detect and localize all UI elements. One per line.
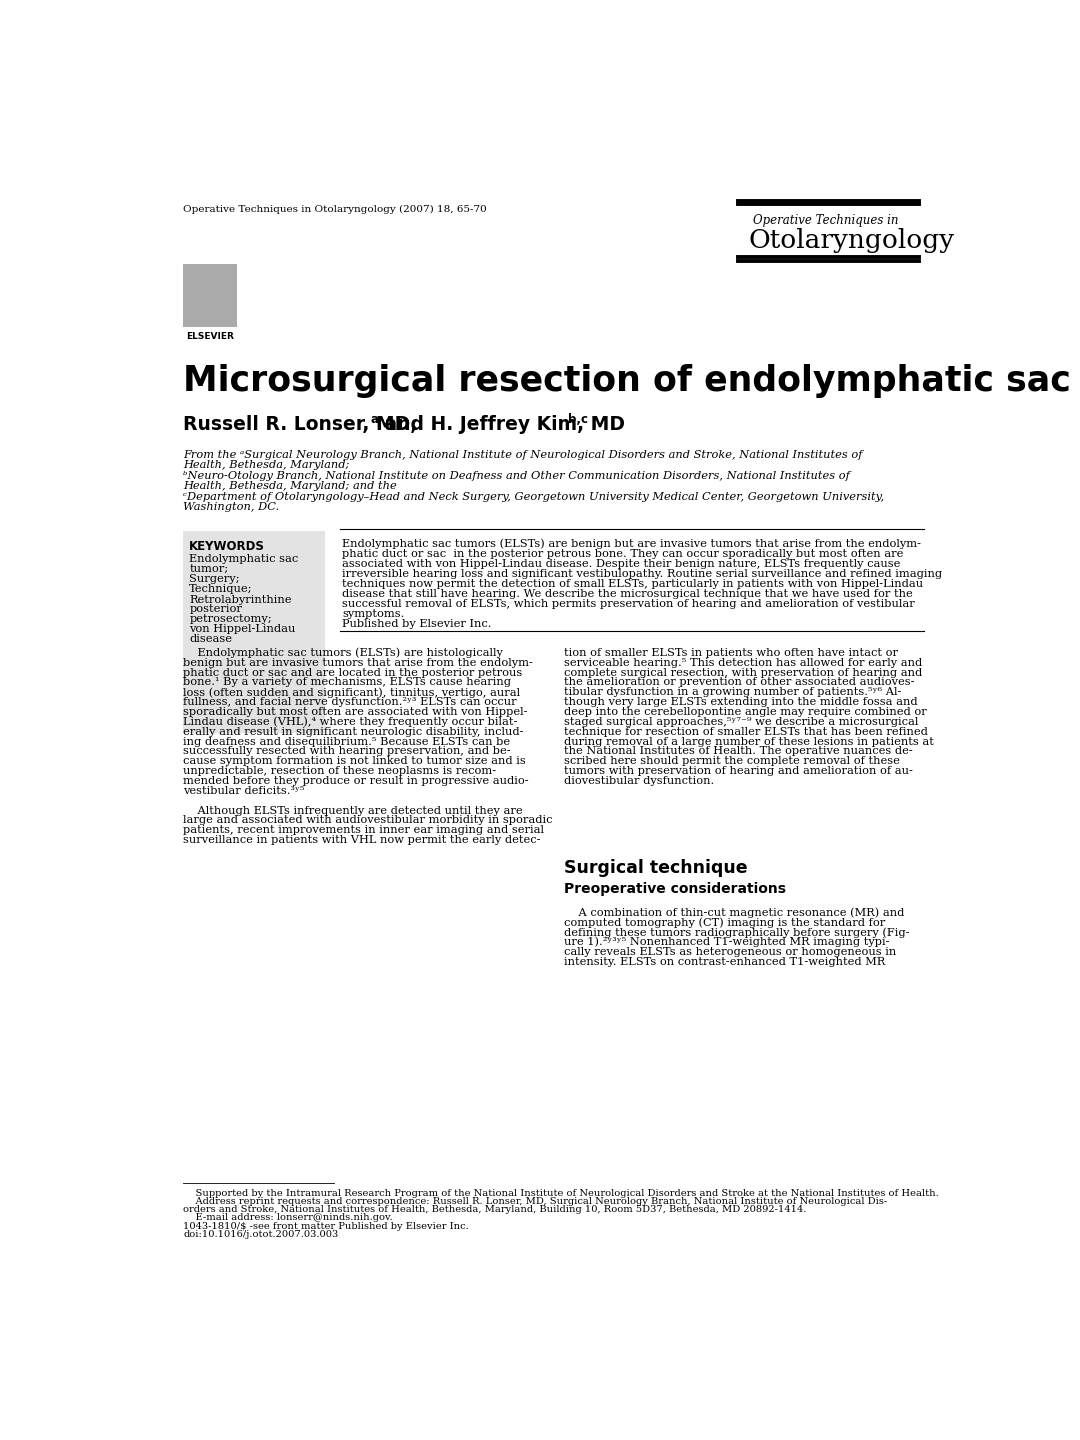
Text: doi:10.1016/j.otot.2007.03.003: doi:10.1016/j.otot.2007.03.003 (183, 1230, 338, 1238)
Text: associated with von Hippel-Lindau disease. Despite their benign nature, ELSTs fr: associated with von Hippel-Lindau diseas… (342, 559, 901, 569)
Text: tumors with preservation of hearing and amelioration of au-: tumors with preservation of hearing and … (565, 766, 914, 776)
Text: orders and Stroke, National Institutes of Health, Bethesda, Maryland, Building 1: orders and Stroke, National Institutes o… (183, 1205, 807, 1214)
Text: phatic duct or sac and are located in the posterior petrous: phatic duct or sac and are located in th… (183, 668, 523, 678)
Text: complete surgical resection, with preservation of hearing and: complete surgical resection, with preser… (565, 668, 922, 678)
Text: disease that still have hearing. We describe the microsurgical technique that we: disease that still have hearing. We desc… (342, 589, 913, 599)
Text: patients, recent improvements in inner ear imaging and serial: patients, recent improvements in inner e… (183, 825, 544, 835)
Text: Health, Bethesda, Maryland;: Health, Bethesda, Maryland; (183, 461, 350, 471)
Text: A combination of thin-cut magnetic resonance (MR) and: A combination of thin-cut magnetic reson… (565, 907, 905, 917)
Text: unpredictable, resection of these neoplasms is recom-: unpredictable, resection of these neopla… (183, 766, 496, 776)
Text: petrosectomy;: petrosectomy; (189, 613, 272, 624)
Text: irreversible hearing loss and significant vestibulopathy. Routine serial surveil: irreversible hearing loss and significan… (342, 569, 942, 579)
Text: technique for resection of smaller ELSTs that has been refined: technique for resection of smaller ELSTs… (565, 727, 928, 737)
Text: diovestibular dysfunction.: diovestibular dysfunction. (565, 776, 715, 786)
Text: Technique;: Technique; (189, 585, 253, 595)
Text: ure 1).²ʸ³ʸ⁵ Nonenhanced T1-weighted MR imaging typi-: ure 1).²ʸ³ʸ⁵ Nonenhanced T1-weighted MR … (565, 937, 890, 948)
Text: tion of smaller ELSTs in patients who often have intact or: tion of smaller ELSTs in patients who of… (565, 648, 899, 658)
Text: disease: disease (189, 634, 232, 644)
Text: benign but are invasive tumors that arise from the endolym-: benign but are invasive tumors that aris… (183, 658, 532, 668)
Text: ᶜDepartment of Otolaryngology–Head and Neck Surgery, Georgetown University Medic: ᶜDepartment of Otolaryngology–Head and N… (183, 491, 885, 501)
Text: fullness, and facial nerve dysfunction.²ʸ³ ELSTs can occur: fullness, and facial nerve dysfunction.²… (183, 697, 516, 707)
Text: cally reveals ELSTs as heterogeneous or homogeneous in: cally reveals ELSTs as heterogeneous or … (565, 946, 896, 956)
Text: large and associated with audiovestibular morbidity in sporadic: large and associated with audiovestibula… (183, 815, 553, 825)
Text: E-mail address: lonserr@ninds.nih.gov.: E-mail address: lonserr@ninds.nih.gov. (183, 1214, 393, 1223)
Text: successful removal of ELSTs, which permits preservation of hearing and ameliorat: successful removal of ELSTs, which permi… (342, 599, 915, 609)
Text: phatic duct or sac  in the posterior petrous bone. They can occur sporadically b: phatic duct or sac in the posterior petr… (342, 549, 903, 559)
Text: staged surgical approaches,⁵ʸ⁷⁻⁹ we describe a microsurgical: staged surgical approaches,⁵ʸ⁷⁻⁹ we desc… (565, 717, 919, 727)
FancyBboxPatch shape (183, 531, 325, 733)
Text: during removal of a large number of these lesions in patients at: during removal of a large number of thes… (565, 737, 934, 746)
Text: tumor;: tumor; (189, 563, 228, 573)
Text: von Hippel-Lindau: von Hippel-Lindau (189, 625, 296, 635)
Text: the amelioration or prevention of other associated audioves-: the amelioration or prevention of other … (565, 677, 915, 687)
Text: surveillance in patients with VHL now permit the early detec-: surveillance in patients with VHL now pe… (183, 835, 541, 845)
Text: Microsurgical resection of endolymphatic sac tumors: Microsurgical resection of endolymphatic… (183, 364, 1080, 397)
Text: mended before they produce or result in progressive audio-: mended before they produce or result in … (183, 776, 529, 786)
Text: Preoperative considerations: Preoperative considerations (565, 881, 786, 896)
Text: symptoms.: symptoms. (342, 609, 404, 619)
Text: Endolymphatic sac tumors (ELSTs) are benign but are invasive tumors that arise f: Endolymphatic sac tumors (ELSTs) are ben… (342, 539, 921, 549)
Text: b,c: b,c (568, 413, 589, 426)
Text: erally and result in significant neurologic disability, includ-: erally and result in significant neurolo… (183, 727, 524, 737)
Text: posterior: posterior (189, 605, 242, 615)
Text: cause symptom formation is not linked to tumor size and is: cause symptom formation is not linked to… (183, 756, 526, 766)
Text: Endolymphatic sac tumors (ELSTs) are histologically: Endolymphatic sac tumors (ELSTs) are his… (183, 648, 503, 658)
Text: sporadically but most often are associated with von Hippel-: sporadically but most often are associat… (183, 707, 527, 717)
Text: though very large ELSTs extending into the middle fossa and: though very large ELSTs extending into t… (565, 697, 918, 707)
Text: intensity. ELSTs on contrast-enhanced T1-weighted MR: intensity. ELSTs on contrast-enhanced T1… (565, 956, 886, 966)
Text: successfully resected with hearing preservation, and be-: successfully resected with hearing prese… (183, 746, 511, 756)
Text: Endolymphatic sac: Endolymphatic sac (189, 554, 298, 564)
Text: ing deafness and disequilibrium.⁵ Because ELSTs can be: ing deafness and disequilibrium.⁵ Becaus… (183, 737, 510, 746)
Text: KEYWORDS: KEYWORDS (189, 540, 265, 553)
Text: Lindau disease (VHL),⁴ where they frequently occur bilat-: Lindau disease (VHL),⁴ where they freque… (183, 717, 517, 727)
Text: defining these tumors radiographically before surgery (Fig-: defining these tumors radiographically b… (565, 927, 909, 937)
Text: Otolaryngology: Otolaryngology (748, 228, 955, 253)
Text: the National Institutes of Health. The operative nuances de-: the National Institutes of Health. The o… (565, 746, 913, 756)
Text: 1043-1810/$ -see front matter Published by Elsevier Inc.: 1043-1810/$ -see front matter Published … (183, 1221, 469, 1231)
Text: loss (often sudden and significant), tinnitus, vertigo, aural: loss (often sudden and significant), tin… (183, 687, 521, 698)
Text: and H. Jeffrey Kim, MD: and H. Jeffrey Kim, MD (378, 415, 624, 435)
Text: Health, Bethesda, Maryland; and the: Health, Bethesda, Maryland; and the (183, 481, 396, 491)
Text: vestibular deficits.³ʸ⁵: vestibular deficits.³ʸ⁵ (183, 786, 305, 796)
Text: From the ᵃSurgical Neurology Branch, National Institute of Neurological Disorder: From the ᵃSurgical Neurology Branch, Nat… (183, 449, 863, 459)
Text: Retrolabyrinthine: Retrolabyrinthine (189, 595, 292, 605)
Text: bone.¹ By a variety of mechanisms, ELSTs cause hearing: bone.¹ By a variety of mechanisms, ELSTs… (183, 677, 511, 687)
Text: serviceable hearing.⁵ This detection has allowed for early and: serviceable hearing.⁵ This detection has… (565, 658, 922, 668)
Text: Operative Techniques in Otolaryngology (2007) 18, 65-70: Operative Techniques in Otolaryngology (… (183, 204, 487, 215)
Text: Supported by the Intramural Research Program of the National Institute of Neurol: Supported by the Intramural Research Pro… (183, 1189, 939, 1198)
Text: Operative Techniques in: Operative Techniques in (754, 215, 899, 228)
FancyBboxPatch shape (183, 264, 238, 327)
Text: Surgical technique: Surgical technique (565, 858, 748, 877)
Text: Address reprint requests and correspondence: Russell R. Lonser, MD, Surgical Neu: Address reprint requests and corresponde… (183, 1197, 888, 1207)
Text: computed tomography (CT) imaging is the standard for: computed tomography (CT) imaging is the … (565, 917, 886, 927)
Text: Washington, DC.: Washington, DC. (183, 503, 280, 513)
Text: a: a (370, 413, 379, 426)
Text: scribed here should permit the complete removal of these: scribed here should permit the complete … (565, 756, 901, 766)
Text: Russell R. Lonser, MD,: Russell R. Lonser, MD, (183, 415, 417, 435)
Text: deep into the cerebellopontine angle may require combined or: deep into the cerebellopontine angle may… (565, 707, 927, 717)
Text: ELSEVIER: ELSEVIER (186, 333, 234, 341)
Text: Although ELSTs infrequently are detected until they are: Although ELSTs infrequently are detected… (183, 805, 523, 815)
Text: Published by Elsevier Inc.: Published by Elsevier Inc. (342, 619, 491, 629)
Text: tibular dysfunction in a growing number of patients.⁵ʸ⁶ Al-: tibular dysfunction in a growing number … (565, 687, 902, 697)
Text: techniques now permit the detection of small ELSTs, particularly in patients wit: techniques now permit the detection of s… (342, 579, 923, 589)
Text: ᵇNeuro-Otology Branch, National Institute on Deafness and Other Communication Di: ᵇNeuro-Otology Branch, National Institut… (183, 471, 850, 481)
Text: Surgery;: Surgery; (189, 575, 240, 585)
